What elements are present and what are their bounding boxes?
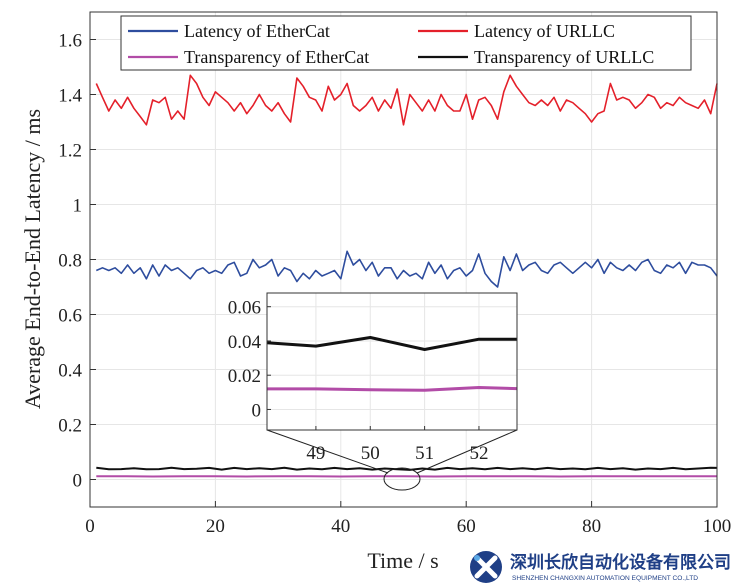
legend-label-urllc-latency: Latency of URLLC <box>474 21 615 41</box>
legend-label-urllc-transparency: Transparency of URLLC <box>474 47 654 67</box>
x-tick-label: 100 <box>703 516 732 537</box>
inset-x-tick-label: 50 <box>361 443 380 464</box>
inset-series <box>266 336 518 392</box>
legend: Latency of EtherCat Latency of URLLC Tra… <box>120 15 692 71</box>
y-tick-label: 0.6 <box>58 306 82 327</box>
y-axis-label: Average End-to-End Latency / ms <box>20 109 45 409</box>
inset-x-tick-label: 49 <box>306 443 325 464</box>
y-tick-label: 0 <box>73 471 83 492</box>
legend-box <box>120 15 692 71</box>
inset-y-tick-label: 0.02 <box>228 366 261 387</box>
inset-x-tick-label: 52 <box>469 443 488 464</box>
x-tick-label: 40 <box>331 516 350 537</box>
inset-y-tick-label: 0.04 <box>228 332 262 353</box>
main-series <box>95 74 718 478</box>
main-ticks: 0 20 40 60 80 100 0 0.2 0.4 0.6 0.8 1 1.2 1.4 1.6 <box>58 31 731 538</box>
x-tick-label: 20 <box>206 516 225 537</box>
x-tick-label: 0 <box>85 516 95 537</box>
series-line-4 <box>96 466 718 471</box>
company-logo-icon <box>470 551 502 583</box>
series-line-2 <box>95 74 718 126</box>
main-grid <box>89 12 718 507</box>
inset-ticks: 49 50 51 52 0 0.02 0.04 0.06 <box>228 298 489 464</box>
y-tick-label: 0.8 <box>58 251 82 272</box>
y-tick-label: 0.2 <box>58 416 82 437</box>
y-tick-label: 1.6 <box>58 31 82 52</box>
y-tick-label: 1 <box>73 196 83 217</box>
series-line-1 <box>95 250 718 288</box>
y-tick-label: 1.2 <box>58 141 82 162</box>
zoom-connector-left <box>266 429 389 474</box>
inset-frame <box>266 292 518 431</box>
inset-x-tick-label: 51 <box>415 443 434 464</box>
watermark-company-en: SHENZHEN CHANGXIN AUTOMATION EQUIPMENT C… <box>512 575 698 582</box>
zoom-connector-right <box>416 429 518 474</box>
x-tick-label: 60 <box>457 516 476 537</box>
inset-background <box>267 293 517 430</box>
y-tick-label: 0.4 <box>58 361 82 382</box>
y-tick-label: 1.4 <box>58 86 82 107</box>
x-axis-label: Time / s <box>367 548 438 573</box>
x-tick-label: 80 <box>582 516 601 537</box>
inset-series-line-1 <box>267 386 518 392</box>
inset-chart: 49 50 51 52 0 0.02 0.04 0.06 <box>228 292 518 464</box>
legend-label-ethercat-transparency: Transparency of EtherCat <box>184 47 369 67</box>
legend-label-ethercat-latency: Latency of EtherCat <box>184 21 330 41</box>
watermark-company-cn: 深圳长欣自动化设备有限公司 <box>510 552 731 572</box>
inset-series-line-2 <box>266 336 517 351</box>
zoom-ellipse <box>383 467 421 491</box>
watermark: 深圳长欣自动化设备有限公司 SHENZHEN CHANGXIN AUTOMATI… <box>470 551 731 583</box>
inset-y-tick-label: 0.06 <box>228 298 261 319</box>
inset-y-tick-label: 0 <box>252 400 262 421</box>
